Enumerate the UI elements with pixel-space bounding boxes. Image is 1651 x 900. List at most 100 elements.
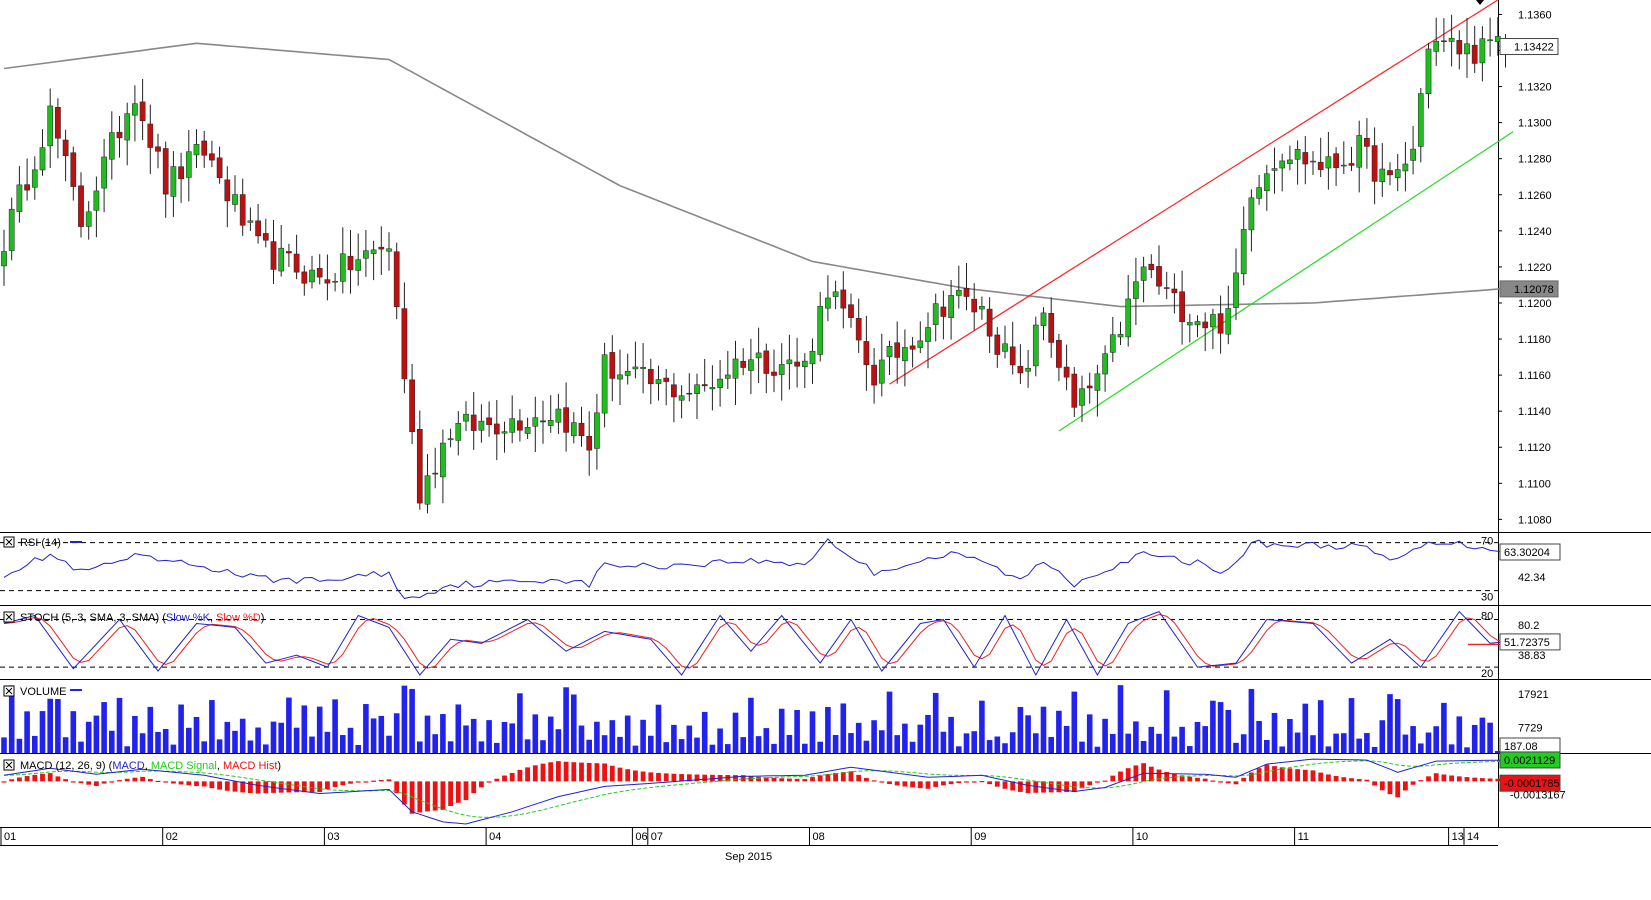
- macd-hist-bar: [1495, 778, 1501, 782]
- volume-bar: [386, 735, 392, 753]
- macd-hist-bar: [864, 777, 869, 782]
- volume-bar: [1341, 733, 1347, 753]
- candle-up: [1186, 322, 1193, 326]
- macd-hist-readout-box: [1499, 774, 1561, 792]
- volume-bar: [601, 735, 608, 753]
- macd-hist-bar: [147, 779, 153, 782]
- candle-up: [1394, 169, 1401, 178]
- volume-bar: [463, 725, 469, 753]
- macd-hist-bar: [586, 762, 592, 782]
- macd-hist-bar: [910, 781, 915, 788]
- candle-down: [686, 392, 693, 395]
- candle-down: [971, 298, 978, 313]
- macd-hist-bar: [386, 779, 392, 782]
- macd-hist-bar: [1133, 765, 1139, 782]
- volume-bar: [509, 723, 515, 753]
- volume-bar: [1256, 720, 1262, 753]
- macd-hist-bar: [1279, 767, 1285, 782]
- volume-bar: [1079, 741, 1085, 753]
- volume-bar: [1240, 734, 1247, 753]
- macd-hist-bar: [1048, 781, 1054, 793]
- candle-down: [1171, 288, 1178, 294]
- volume-bar: [1425, 732, 1432, 753]
- macd-hist-bar: [1179, 775, 1185, 782]
- macd-hist-bar: [933, 781, 939, 787]
- candle-down: [578, 422, 585, 437]
- candle-up: [16, 184, 23, 212]
- volume-bar: [1171, 736, 1178, 753]
- candle-up: [232, 194, 238, 205]
- candle-up: [825, 297, 831, 309]
- candle-down: [324, 279, 331, 284]
- volume-bar: [1140, 740, 1147, 753]
- volume-bar: [363, 704, 369, 753]
- volume-bar: [1110, 733, 1116, 753]
- volume-bar: [1187, 746, 1193, 753]
- candle-down: [432, 472, 439, 475]
- volume-bar: [417, 741, 423, 753]
- macd-hist-bar: [633, 770, 638, 782]
- x-tick-label: 09: [974, 831, 986, 843]
- macd-hist-bar: [987, 781, 992, 785]
- candle-up: [1025, 367, 1031, 372]
- macd-hist-bar: [848, 771, 854, 782]
- volume-bar: [1302, 703, 1309, 753]
- macd-hist-bar: [224, 781, 230, 791]
- candle-up: [1263, 173, 1270, 191]
- volume-bar: [1479, 717, 1486, 753]
- candle-down: [178, 166, 184, 180]
- candle-up: [886, 346, 893, 358]
- volume-bar: [932, 692, 939, 753]
- candle-up: [601, 354, 608, 414]
- candle-up: [717, 378, 723, 388]
- candle-up: [832, 291, 839, 297]
- macd-hist-bar: [1, 781, 7, 783]
- macd-hist-bar: [571, 762, 577, 782]
- candle-down: [301, 271, 308, 284]
- macd-legend-sep: ,: [217, 760, 223, 772]
- candle-up: [948, 295, 954, 318]
- volume-bar: [1133, 721, 1139, 753]
- candle-down: [647, 369, 654, 385]
- macd-hist-bar: [602, 763, 607, 782]
- macd-hist-bar: [840, 772, 846, 782]
- macd-hist-bar: [1487, 778, 1493, 782]
- price-tick-label: 1.1260: [1518, 190, 1552, 202]
- volume-bar: [1063, 725, 1070, 753]
- stoch-level-label: 20: [1481, 668, 1493, 680]
- stoch-level-label: 80: [1481, 610, 1493, 622]
- volume-bar: [424, 715, 431, 753]
- macd-hist-bar: [494, 778, 500, 782]
- candle-up: [309, 269, 315, 283]
- volume-bar: [971, 731, 977, 753]
- macd-hist-bar: [94, 781, 99, 786]
- price-tick-label: 1.1360: [1518, 9, 1552, 21]
- macd-hist-bar: [1025, 781, 1031, 794]
- candle-up: [463, 413, 469, 422]
- candle-down: [1456, 40, 1463, 55]
- macd-legend-sep: ,: [145, 760, 151, 772]
- volume-bar: [617, 736, 623, 753]
- volume-bar: [470, 718, 477, 753]
- candle-up: [370, 249, 377, 254]
- volume-bar: [1148, 726, 1155, 753]
- volume-bar: [1002, 743, 1008, 753]
- macd-hist-bar: [255, 781, 261, 794]
- high-marker-icon: [1476, 0, 1484, 5]
- volume-bar: [909, 741, 916, 753]
- macd-hist-bar: [1041, 781, 1046, 793]
- candle-down: [1017, 365, 1024, 374]
- volume-bar: [640, 719, 646, 753]
- volume-bar: [879, 730, 885, 753]
- volume-bar: [925, 715, 931, 753]
- macd-hist-bar: [340, 781, 346, 786]
- macd-hist-bar: [1002, 781, 1008, 789]
- volume-bar: [301, 705, 308, 753]
- candle-down: [293, 253, 300, 273]
- macd-hist-bar: [525, 767, 530, 782]
- x-tick-label: 08: [813, 831, 825, 843]
- candle-down: [909, 345, 916, 350]
- macd-hist-bar: [9, 779, 15, 782]
- volume-bar: [717, 728, 723, 753]
- macd-hist-bar: [40, 773, 45, 782]
